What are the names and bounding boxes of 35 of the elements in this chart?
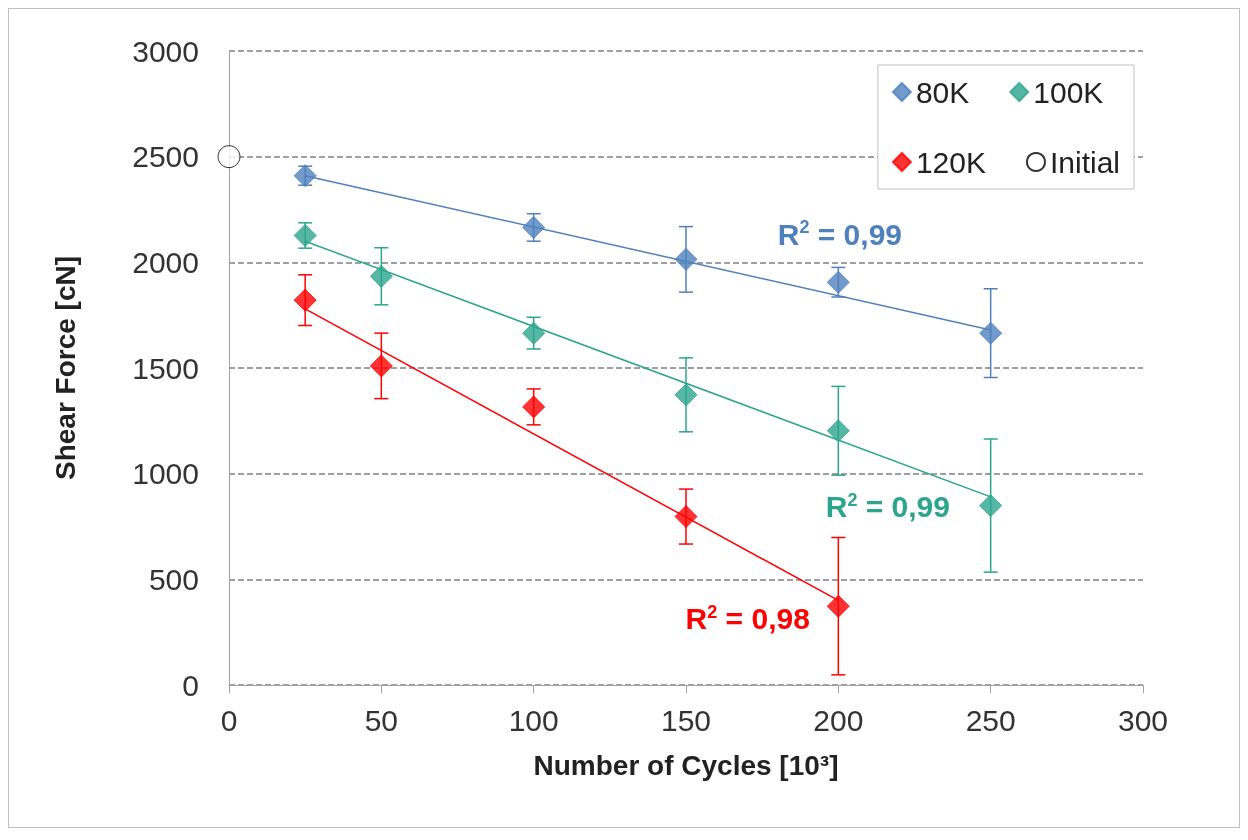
point (826, 419, 850, 443)
point (674, 383, 698, 407)
point (826, 594, 850, 618)
y-tick-label: 0 (182, 668, 199, 702)
point (522, 215, 546, 239)
point (217, 145, 241, 169)
x-tick-label: 200 (813, 703, 864, 737)
x-tick-label: 0 (220, 703, 238, 737)
y-tick-label: 1500 (132, 351, 199, 385)
point (674, 247, 698, 271)
point (293, 288, 317, 312)
y-tick-label: 1000 (132, 457, 199, 491)
y-tick-label: 2500 (132, 140, 199, 174)
point (979, 321, 1003, 345)
legend-label: 100K (1033, 75, 1104, 109)
y-tick-label: 2000 (132, 245, 199, 279)
point (522, 321, 546, 345)
point (674, 505, 698, 529)
x-tick-label: 250 (965, 703, 1016, 737)
x-axis-title: Number of Cycles [10³] (533, 749, 839, 781)
x-tick-label: 100 (508, 703, 559, 737)
x-tick-label: 50 (364, 703, 399, 737)
y-axis-title: Shear Force [cN] (49, 255, 81, 481)
legend-label: 80K (915, 75, 970, 109)
point (369, 264, 393, 288)
legend-label: 120K (915, 145, 986, 179)
y-tick-label: 500 (148, 562, 199, 596)
x-tick-label: 300 (1117, 703, 1169, 737)
point (826, 270, 850, 294)
y-tick-label: 3000 (132, 34, 199, 68)
point (522, 395, 546, 419)
x-tick-label: 150 (660, 703, 712, 737)
point (369, 354, 393, 378)
point (979, 494, 1003, 518)
legend-label: Initial (1049, 145, 1121, 179)
